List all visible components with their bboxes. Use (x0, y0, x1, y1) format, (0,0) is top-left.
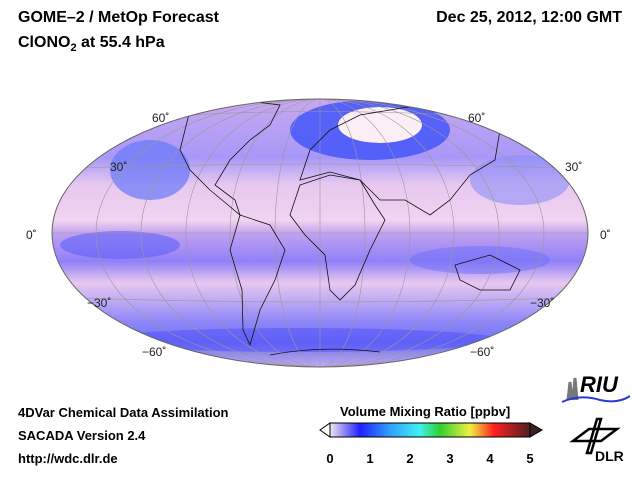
colorbar-tick: 3 (446, 451, 454, 466)
lat-label-left-60: 60˚ (152, 111, 170, 125)
colorbar-tick: 4 (486, 451, 494, 466)
dlr-logo: DLR (565, 415, 635, 465)
footer-assimilation: 4DVar Chemical Data Assimilation (18, 405, 229, 420)
footer-version: SACADA Version 2.4 (18, 428, 146, 443)
product-title: GOME–2 / MetOp Forecast (18, 9, 219, 26)
colorbar-tick: 0 (326, 451, 334, 466)
lat-label-left-0: 0˚ (26, 228, 37, 242)
colorbar-title: Volume Mixing Ratio [ppbv] (340, 404, 511, 419)
footer-url[interactable]: http://wdc.dlr.de (18, 451, 118, 466)
riu-logo: RIU (560, 372, 632, 404)
colorbar-tick: 1 (366, 451, 374, 466)
lat-label-right-30: 30˚ (565, 160, 583, 174)
lat-label-right-60: 60˚ (468, 111, 486, 125)
colorbar (319, 422, 543, 438)
lat-label-left-m30: −30˚ (87, 296, 112, 310)
species-subscript: 2 (70, 42, 77, 55)
colorbar-gradient (329, 422, 531, 438)
colorbar-max-arrow (529, 422, 543, 438)
map-border (51, 98, 589, 368)
lat-label-left-m60: −60˚ (142, 345, 167, 359)
lat-label-right-m60: −60˚ (470, 345, 495, 359)
data-field (52, 99, 588, 367)
lat-label-right-0: 0˚ (600, 228, 611, 242)
dlr-logo-text: DLR (595, 448, 624, 464)
colorbar-tick: 2 (406, 451, 414, 466)
dlr-logo-graphic (569, 417, 621, 455)
lat-label-left-30: 30˚ (110, 160, 128, 174)
species-level: ClONO2 at 55.4 hPa (18, 34, 165, 54)
species-name: ClONO (18, 34, 71, 51)
colorbar-min-arrow (319, 422, 331, 438)
riu-logo-text: RIU (580, 372, 618, 397)
riu-logo-graphic (561, 377, 631, 403)
lat-label-right-m30: −30˚ (530, 296, 555, 310)
pressure-level: at 55.4 hPa (76, 34, 165, 51)
graticule (52, 99, 588, 367)
forecast-date: Dec 25, 2012, 12:00 GMT (436, 9, 622, 26)
colorbar-tick: 5 (526, 451, 534, 466)
coastlines (179, 99, 521, 356)
